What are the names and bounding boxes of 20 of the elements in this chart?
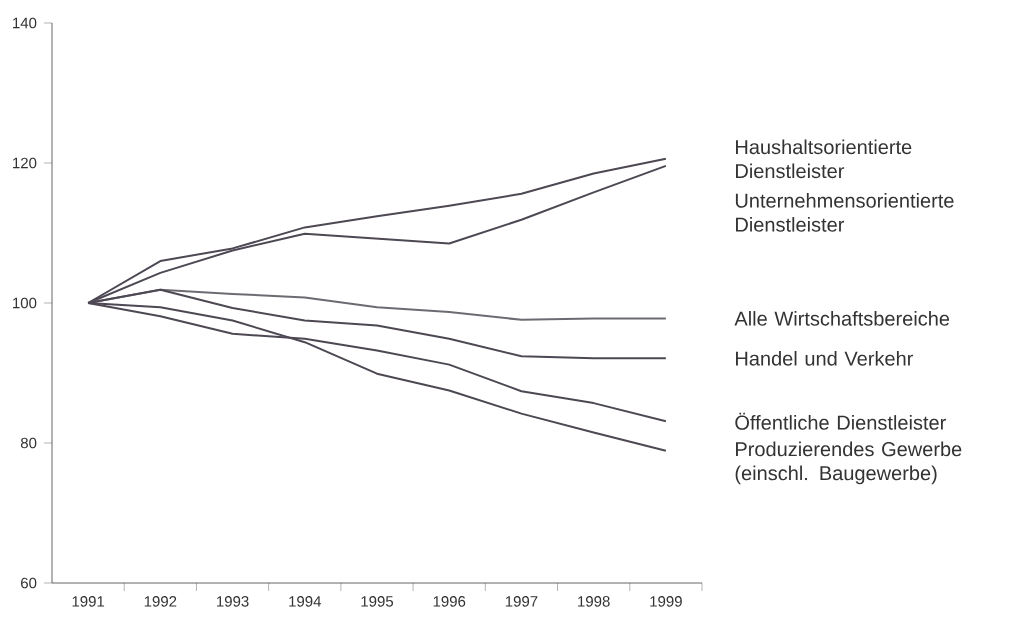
y-tick-label: 140 (13, 17, 37, 29)
text: Produzierendes Gewerbe (einschl. Baugewerbe) (735, 441, 962, 485)
text: Alle Wirtschaftsbereiche (734, 311, 950, 326)
x-tick-label: 1995 (361, 596, 394, 607)
y-tick-label: 80 (20, 437, 37, 449)
x-tick-label: 1992 (144, 596, 177, 607)
x-tick-label: 1994 (289, 596, 322, 607)
y-tick-label: 60 (21, 577, 37, 589)
x-tick-label: 1998 (578, 596, 610, 607)
y-tick-label: 120 (13, 157, 37, 169)
x-tick-label: 1991 (72, 596, 105, 607)
x-tick-label: 1993 (217, 596, 249, 607)
text: Öffentliche Dienstleister (735, 412, 946, 430)
x-tick-label: 1999 (650, 596, 682, 607)
x-tick-label: 1997 (505, 596, 538, 607)
x-tick-label: 1996 (433, 596, 466, 607)
text: Unternehmensorientierte Dienstleister (735, 193, 954, 232)
text: Handel und Verkehr (736, 350, 914, 366)
text: Haushaltsorientierte Dienstleister (736, 139, 912, 179)
y-tick-label: 100 (13, 297, 37, 309)
